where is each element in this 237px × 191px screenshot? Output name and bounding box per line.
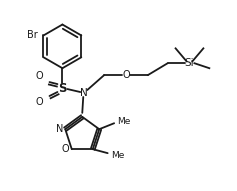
Text: O: O [62,144,70,154]
Text: Me: Me [117,117,131,126]
Text: O: O [36,71,43,81]
Text: Si: Si [185,58,194,68]
Text: Br: Br [27,30,37,40]
Text: S: S [58,82,67,95]
Text: O: O [122,70,130,80]
Text: Me: Me [111,151,124,160]
Text: N: N [80,88,88,98]
Text: O: O [36,97,43,107]
Text: N: N [56,124,63,134]
